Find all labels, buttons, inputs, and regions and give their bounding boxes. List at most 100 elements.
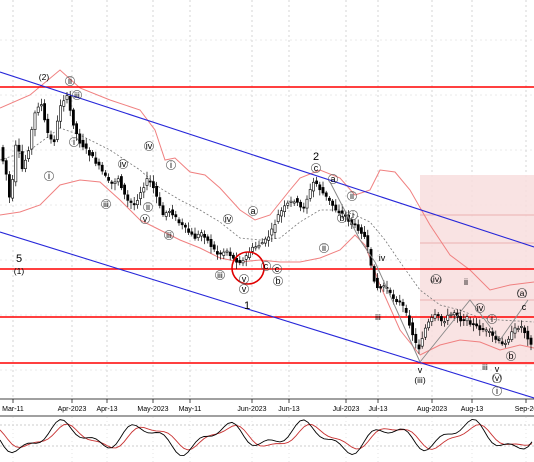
candle-body <box>161 205 165 216</box>
wave-label: (2) <box>39 72 50 82</box>
x-axis: Mar-11 Apr-2023 Apr-13 May-2023 May-11 Jun-20… <box>0 398 534 417</box>
channel-upper-line <box>0 71 534 248</box>
x-tick-label: Apr-13 <box>96 406 117 413</box>
wave-label-circle <box>215 270 225 280</box>
candle-body <box>139 192 143 199</box>
candle-body <box>379 286 383 289</box>
candle-body <box>100 164 104 172</box>
candle-body <box>305 198 309 209</box>
candle-body <box>315 180 319 184</box>
candle-body <box>206 236 210 241</box>
candle-body <box>391 294 395 299</box>
wave-label: ii <box>464 277 468 287</box>
candle-body <box>289 200 293 203</box>
candle-body <box>244 255 248 260</box>
candle-body <box>311 181 315 192</box>
wave-label: iii <box>217 270 223 280</box>
candle-body <box>72 109 75 126</box>
wave-label: c <box>275 264 280 274</box>
candle-body <box>321 187 325 194</box>
candle-body <box>180 222 184 226</box>
wave-label: i <box>48 171 50 181</box>
candle-body <box>487 331 491 333</box>
candle-body <box>193 233 197 239</box>
candle-body <box>526 330 530 340</box>
candle-body <box>46 118 50 133</box>
candle-body <box>190 231 194 235</box>
candle-body <box>68 96 72 111</box>
wave-label-circle <box>348 210 358 220</box>
x-tick-label: Aug-13 <box>461 406 484 413</box>
wave-label: iv <box>146 141 153 151</box>
x-tick-label: Mar-11 <box>2 406 24 413</box>
wave-label-circle <box>166 160 176 170</box>
x-tick-label: Sep-20 <box>515 406 534 413</box>
candle-body <box>404 307 408 313</box>
wave-label-circle <box>118 159 128 169</box>
wave-label-circle <box>492 373 502 383</box>
candle-body <box>107 177 111 181</box>
candle-body <box>113 181 117 184</box>
candle-body <box>430 317 434 322</box>
candle-body <box>126 194 130 201</box>
candle-body <box>104 172 107 176</box>
candle-body <box>33 112 37 130</box>
wave-label-circle <box>475 303 485 313</box>
candle-body <box>164 212 168 217</box>
price-channel <box>0 71 534 399</box>
candle-body <box>433 314 437 319</box>
candle-body <box>84 143 88 149</box>
wave-label: iii <box>103 199 109 209</box>
bollinger-bands <box>0 69 534 356</box>
wave-label: b <box>339 213 344 223</box>
candle-body <box>356 224 360 231</box>
wave-label-circle <box>492 386 502 396</box>
candle-body <box>286 202 290 206</box>
candle-body <box>142 187 146 193</box>
candle-body <box>327 197 331 201</box>
candle-body <box>81 139 85 148</box>
candle-body <box>17 144 21 152</box>
candle-body <box>481 328 485 330</box>
wave-label: v <box>242 274 247 284</box>
candle-body <box>123 184 127 195</box>
wave-label: i <box>352 210 354 220</box>
candle-body <box>417 344 421 350</box>
wave-label: iii <box>482 362 488 372</box>
candle-body <box>279 210 283 217</box>
candle-body <box>132 203 136 206</box>
candle-body <box>136 200 139 206</box>
candle-body <box>395 299 399 303</box>
candle-body <box>43 103 47 121</box>
candle-body <box>155 185 159 197</box>
candle-body <box>91 152 95 157</box>
candle-body <box>260 242 264 245</box>
candle-body <box>254 246 258 249</box>
wave-label-circle <box>239 284 249 294</box>
wave-label-circle <box>69 137 79 147</box>
wave-label: 2 <box>313 151 319 163</box>
lower-band <box>0 179 534 356</box>
candle-body <box>299 201 303 208</box>
candle-body <box>519 326 523 328</box>
candle-body <box>523 327 527 334</box>
candle-body <box>398 300 402 303</box>
candle-body <box>382 285 386 288</box>
candle-body <box>503 342 507 345</box>
wave-label-circle <box>506 351 516 361</box>
candle-body <box>52 139 56 143</box>
upper-band <box>0 69 534 291</box>
target-zone-lines <box>420 214 534 301</box>
candle-body <box>308 189 312 199</box>
wave-label: iii <box>166 230 172 240</box>
candle-body <box>510 331 514 340</box>
candle-body <box>295 198 299 203</box>
wave-label: iii <box>74 90 80 100</box>
wave-label-circle <box>164 230 174 240</box>
candle-body <box>449 313 453 316</box>
candle-body <box>388 289 392 294</box>
wave-label: (iii) <box>414 375 425 385</box>
candle-body <box>196 233 200 238</box>
candle-body <box>11 179 15 199</box>
